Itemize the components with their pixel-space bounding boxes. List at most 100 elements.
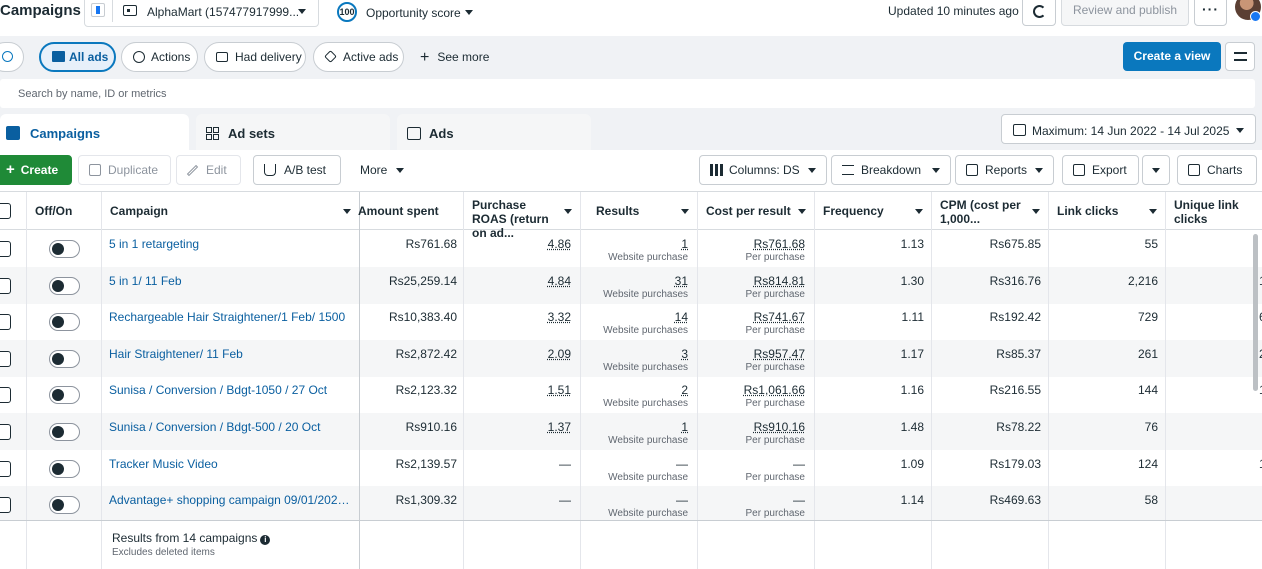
charts-button[interactable]: Charts (1177, 155, 1257, 185)
row-checkbox[interactable] (0, 241, 11, 257)
row-checkbox[interactable] (0, 497, 11, 514)
columns-button[interactable]: Columns: DS (699, 155, 827, 185)
campaign-toggle[interactable] (49, 423, 80, 441)
results-value[interactable]: 1 (681, 237, 688, 251)
purchase-roas-value[interactable]: 4.86 (547, 237, 571, 251)
purchase-roas-value[interactable]: 4.84 (547, 273, 571, 288)
campaign-toggle[interactable] (49, 459, 80, 478)
campaign-toggle[interactable] (49, 496, 80, 515)
results-value[interactable]: — (676, 493, 688, 508)
campaign-name-link[interactable]: Rechargeable Hair Straightener/1 Feb/ 15… (109, 310, 346, 325)
cost-per-result-value[interactable]: — (793, 456, 805, 471)
results-value[interactable]: 3 (681, 346, 688, 361)
column-header-purchase-roas[interactable]: Purchase ROAS (return on ad... (464, 192, 581, 240)
filter-active-ads[interactable]: Active ads (313, 42, 404, 72)
campaign-name-link[interactable]: 5 in 1/ 11 Feb (109, 273, 182, 288)
results-value[interactable]: 31 (674, 273, 688, 288)
export-button[interactable]: Export (1062, 155, 1139, 185)
create-view-button[interactable]: Create a view (1123, 42, 1221, 71)
date-range-picker[interactable]: Maximum: 14 Jun 2022 - 14 Jul 2025 (1001, 114, 1256, 144)
table-row[interactable]: 5 in 1 retargeting Rs761.68 4.86 1 Website p… (0, 230, 1262, 267)
column-header-cpm[interactable]: CPM (cost per 1,000... (932, 192, 1049, 230)
cost-per-result-value[interactable]: Rs761.68 (753, 237, 805, 251)
reports-button[interactable]: Reports (955, 155, 1054, 185)
vertical-scrollbar[interactable] (1253, 234, 1258, 391)
opportunity-score-label[interactable]: Opportunity score (366, 6, 461, 20)
tab-campaigns[interactable]: Campaigns (0, 114, 189, 150)
cost-per-result-value[interactable]: Rs814.81 (753, 273, 805, 288)
table-row[interactable]: Hair Straightener/ 11 Feb Rs2,872.42 2.09 3… (0, 339, 1262, 377)
row-checkbox[interactable] (0, 424, 11, 440)
table-row[interactable]: Advantage+ shopping campaign 09/01/2024 … (0, 486, 1262, 524)
row-checkbox[interactable] (0, 350, 11, 367)
purchase-roas-value[interactable]: — (559, 456, 571, 471)
cost-per-result-value[interactable]: — (793, 493, 805, 508)
row-checkbox[interactable] (0, 387, 11, 404)
column-header-cost-per-result[interactable]: Cost per result (698, 192, 815, 230)
cost-per-result-value[interactable]: Rs1,061.66 (743, 383, 805, 398)
campaign-toggle[interactable] (49, 349, 80, 368)
chevron-down-icon[interactable] (465, 10, 473, 15)
cost-per-result-value[interactable]: Rs957.47 (753, 346, 805, 361)
column-header-link-clicks[interactable]: Link clicks (1049, 192, 1166, 230)
results-value[interactable]: 14 (674, 310, 688, 325)
campaign-name-link[interactable]: Sunisa / Conversion / Bdgt-1050 / 27 Oct (109, 383, 328, 398)
row-checkbox[interactable] (0, 314, 11, 331)
account-selector[interactable]: AlphaMart (157477917999... (84, 0, 319, 27)
breakdown-button[interactable]: Breakdown (831, 155, 951, 185)
campaign-name-link[interactable]: Tracker Music Video (109, 456, 218, 471)
see-more-filters[interactable]: + See more (420, 49, 489, 67)
results-value[interactable]: 1 (681, 420, 688, 434)
table-row[interactable]: Sunisa / Conversion / Bdgt-1050 / 27 Oct… (0, 376, 1262, 413)
cost-per-result-value[interactable]: Rs910.16 (753, 420, 805, 434)
edit-button[interactable]: Edit (176, 155, 241, 185)
purchase-roas-value[interactable]: 1.51 (547, 383, 571, 398)
filter-had-delivery[interactable]: Had delivery (204, 42, 306, 72)
column-header-amount-spent[interactable]: Amount spent (358, 192, 464, 230)
campaign-toggle[interactable] (49, 276, 80, 295)
search-input[interactable] (0, 79, 1255, 108)
filter-settings-button[interactable] (1225, 42, 1255, 71)
tab-ads[interactable]: Ads (397, 114, 591, 150)
filter-actions[interactable]: Actions (121, 42, 198, 72)
campaign-toggle[interactable] (49, 240, 80, 258)
filter-all-ads[interactable]: All ads (39, 42, 116, 72)
create-button[interactable]: + Create (0, 155, 72, 185)
table-row[interactable]: Sunisa / Conversion / Bdgt-500 / 20 Oct R… (0, 413, 1262, 450)
purchase-roas-value[interactable]: 1.37 (547, 420, 571, 434)
column-header-campaign[interactable]: Campaign (102, 192, 360, 230)
campaign-toggle[interactable] (49, 386, 80, 405)
table-row[interactable]: Tracker Music Video Rs2,139.57— — Website p… (0, 450, 1262, 487)
ab-test-button[interactable]: A/B test (253, 155, 341, 185)
campaign-name-link[interactable]: Sunisa / Conversion / Bdgt-500 / 20 Oct (109, 420, 321, 434)
table-row[interactable]: 5 in 1/ 11 Feb Rs25,259.14 4.84 31 Website p… (0, 266, 1262, 304)
row-checkbox[interactable] (0, 460, 11, 477)
opportunity-score-badge[interactable]: 100 (337, 2, 357, 22)
column-header-frequency[interactable]: Frequency (815, 192, 932, 230)
campaign-name-link[interactable]: Advantage+ shopping campaign 09/01/2024 … (109, 493, 355, 508)
duplicate-button[interactable]: Duplicate (78, 155, 171, 185)
select-all-checkbox[interactable] (0, 203, 11, 219)
table-row[interactable]: Rechargeable Hair Straightener/1 Feb/ 15… (0, 303, 1262, 340)
more-options-button[interactable]: ··· (1194, 0, 1227, 26)
refresh-button[interactable] (1022, 0, 1056, 26)
cost-per-result-value[interactable]: Rs741.67 (753, 310, 805, 325)
results-value[interactable]: — (676, 456, 688, 471)
search-toggle-button[interactable] (0, 42, 24, 72)
tab-ad-sets[interactable]: Ad sets (196, 114, 390, 150)
campaign-name-link[interactable]: Hair Straightener/ 11 Feb (109, 346, 243, 361)
export-options-button[interactable] (1142, 155, 1170, 185)
campaign-name-link[interactable]: 5 in 1 retargeting (109, 237, 200, 251)
campaign-toggle[interactable] (49, 313, 80, 332)
review-and-publish-button[interactable]: Review and publish (1061, 0, 1189, 26)
more-button[interactable]: More (349, 155, 419, 185)
column-header-results[interactable]: Results (581, 192, 698, 230)
results-value[interactable]: 2 (681, 383, 688, 398)
purchase-roas-value[interactable]: 2.09 (547, 346, 571, 361)
purchase-roas-value[interactable]: — (559, 493, 571, 508)
column-header-off-on[interactable]: Off/On (27, 192, 102, 230)
row-checkbox[interactable] (0, 277, 11, 294)
purchase-roas-value[interactable]: 3.32 (547, 310, 571, 325)
column-header-unique-link-clicks[interactable]: Unique link clicks (1166, 192, 1262, 230)
info-icon[interactable]: i (260, 535, 271, 545)
